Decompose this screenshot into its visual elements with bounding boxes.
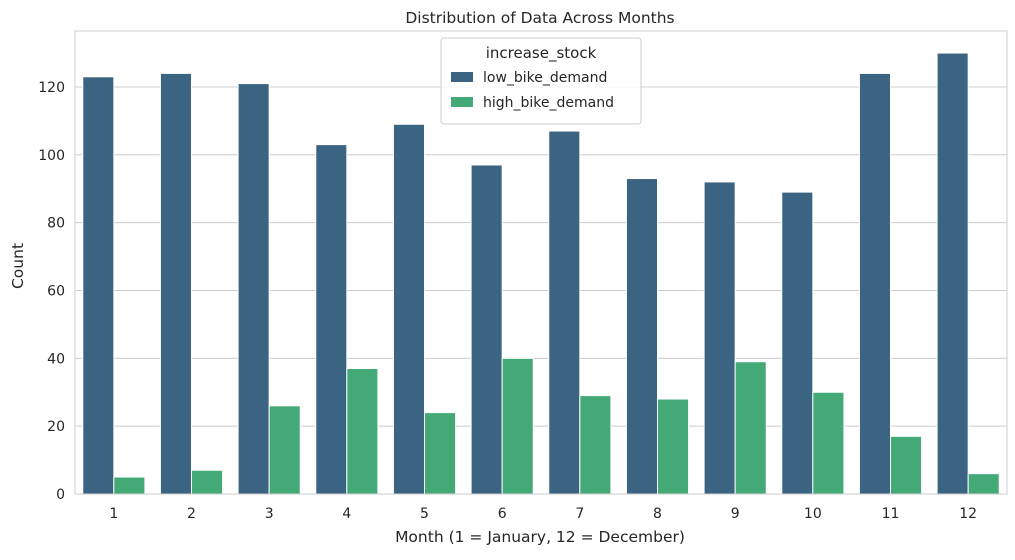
x-tick-label: 4	[342, 506, 351, 522]
bar-high-bike-demand-month-8	[657, 398, 690, 495]
y-tick-label: 60	[47, 283, 65, 299]
bar-high-bike-demand-month-3	[268, 405, 301, 495]
bars	[82, 52, 1000, 495]
y-tick-label: 20	[47, 419, 65, 435]
bar-high-bike-demand-month-2	[191, 469, 224, 495]
legend: increase_stock low_bike_demand high_bike…	[440, 37, 642, 125]
legend-title: increase_stock	[486, 44, 597, 63]
x-tick-label: 12	[959, 506, 977, 522]
x-tick-label: 8	[653, 506, 662, 522]
x-tick-label: 5	[420, 506, 429, 522]
x-tick-label: 7	[575, 506, 584, 522]
bar-low-bike-demand-month-5	[392, 123, 425, 495]
bar-low-bike-demand-month-1	[82, 76, 115, 495]
y-tick-label: 40	[47, 351, 65, 367]
legend-label-low-bike-demand: low_bike_demand	[483, 70, 607, 86]
y-axis-title: Count	[9, 243, 27, 289]
legend-label-high-bike-demand: high_bike_demand	[483, 95, 614, 111]
x-tick-label: 6	[498, 506, 507, 522]
bar-high-bike-demand-month-12	[967, 473, 1000, 495]
bar-high-bike-demand-month-4	[346, 367, 379, 495]
bar-low-bike-demand-month-10	[781, 191, 814, 495]
legend-swatch-low-bike-demand	[451, 72, 473, 82]
bar-low-bike-demand-month-7	[548, 130, 581, 495]
bar-low-bike-demand-month-12	[936, 52, 969, 495]
bar-low-bike-demand-month-11	[858, 72, 892, 495]
bar-low-bike-demand-month-4	[315, 144, 348, 495]
y-tick-label: 80	[47, 216, 65, 232]
x-tick-label: 2	[187, 506, 196, 522]
x-tick-label: 9	[731, 506, 740, 522]
y-tick-label: 120	[38, 80, 65, 96]
legend-swatch-high-bike-demand	[451, 97, 473, 107]
y-tick-label: 100	[38, 148, 65, 164]
bar-high-bike-demand-month-10	[812, 391, 845, 495]
bar-high-bike-demand-month-6	[501, 357, 534, 495]
x-tick-label: 1	[109, 506, 118, 522]
bar-low-bike-demand-month-2	[159, 72, 192, 495]
chart-title: Distribution of Data Across Months	[405, 9, 674, 27]
x-tick-label: 3	[265, 506, 274, 522]
bar-high-bike-demand-month-11	[890, 435, 923, 495]
legend-box	[440, 37, 642, 125]
bar-low-bike-demand-month-3	[237, 83, 270, 495]
x-axis-title: Month (1 = January, 12 = December)	[395, 528, 685, 546]
bar-high-bike-demand-month-7	[579, 395, 612, 495]
bar-low-bike-demand-month-6	[470, 164, 503, 495]
bar-low-bike-demand-month-8	[625, 178, 659, 495]
plot-frame	[74, 30, 1008, 495]
bar-low-bike-demand-month-9	[703, 181, 736, 495]
bar-high-bike-demand-month-9	[734, 361, 767, 495]
y-tick-label: 0	[56, 487, 65, 503]
x-tick-label: 10	[804, 506, 822, 522]
x-tick-label: 11	[882, 506, 900, 522]
bar-high-bike-demand-month-1	[113, 476, 146, 495]
bar-high-bike-demand-month-5	[424, 412, 457, 495]
